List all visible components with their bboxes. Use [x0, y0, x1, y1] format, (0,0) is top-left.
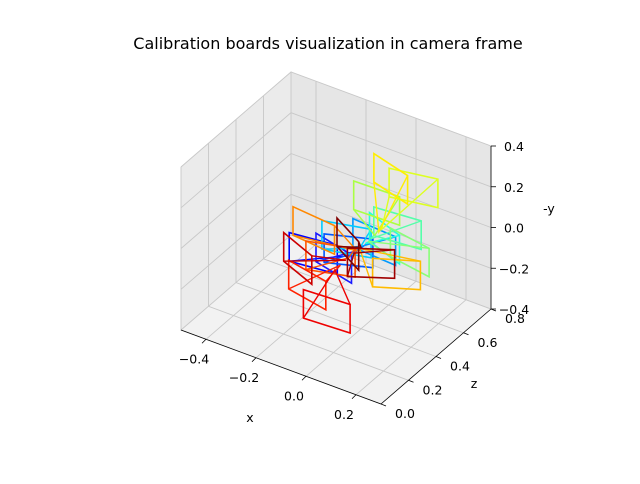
z-tick-label: 0.4	[450, 359, 470, 374]
calibration-board	[336, 215, 363, 273]
y-axis-label: -y	[543, 201, 555, 216]
y-tick-label: 0.2	[504, 180, 524, 195]
x-tick-label: 0.2	[334, 407, 354, 422]
tick-labels: −0.4−0.20.00.2 0.00.20.40.60.8−0.4−0.20.0…	[179, 139, 529, 422]
board-ray	[353, 196, 401, 237]
board-ray	[380, 178, 439, 232]
calibration-board	[292, 205, 359, 256]
z-tick-label: 0.0	[395, 406, 415, 421]
y-tick-label: 0.0	[504, 221, 524, 236]
x-tick-mark	[301, 375, 307, 381]
board-ray	[373, 175, 409, 235]
board-ray	[346, 249, 395, 277]
board-series	[282, 152, 439, 335]
y-tick-label: −0.2	[499, 261, 529, 276]
z-tick-mark	[463, 332, 469, 336]
y-tick-label: −0.4	[499, 302, 529, 317]
z-tick-mark	[380, 403, 387, 407]
gridline-y	[180, 152, 492, 249]
x-tick-label: −0.2	[229, 370, 259, 385]
board-ray	[370, 220, 422, 240]
x-tick-mark	[251, 357, 257, 363]
z-axis-label: z	[471, 376, 478, 391]
board-ray	[305, 248, 356, 271]
gridline-y	[180, 71, 492, 168]
board-ray	[292, 225, 359, 253]
x-tick-mark	[201, 338, 207, 344]
x-axis-label: x	[246, 410, 253, 425]
calibration-board	[380, 167, 439, 232]
gridlines	[180, 71, 492, 405]
z-tick-label: 0.6	[478, 335, 498, 350]
z-tick-label: 0.8	[505, 311, 525, 326]
calibration-board	[302, 268, 351, 335]
z-tick-mark	[435, 356, 442, 359]
z-tick-mark	[408, 379, 414, 383]
x-tick-label: −0.4	[179, 351, 209, 366]
board-ray	[283, 255, 346, 262]
y-tick-label: 0.4	[504, 139, 524, 154]
gridline-y	[180, 234, 492, 331]
gridline-y	[180, 193, 492, 290]
z-tick-label: 0.2	[423, 382, 443, 397]
x-axis-line	[180, 329, 382, 405]
x-tick-mark	[351, 394, 357, 400]
chart-title: Calibration boards visualization in came…	[133, 34, 522, 53]
calibration-board	[282, 230, 346, 286]
gridline-y	[180, 112, 492, 209]
calibration-board	[373, 152, 409, 235]
axis-panes	[180, 70, 492, 405]
board-ray	[302, 268, 351, 319]
board-ray	[336, 241, 363, 249]
x-tick-label: 0.0	[284, 388, 304, 403]
